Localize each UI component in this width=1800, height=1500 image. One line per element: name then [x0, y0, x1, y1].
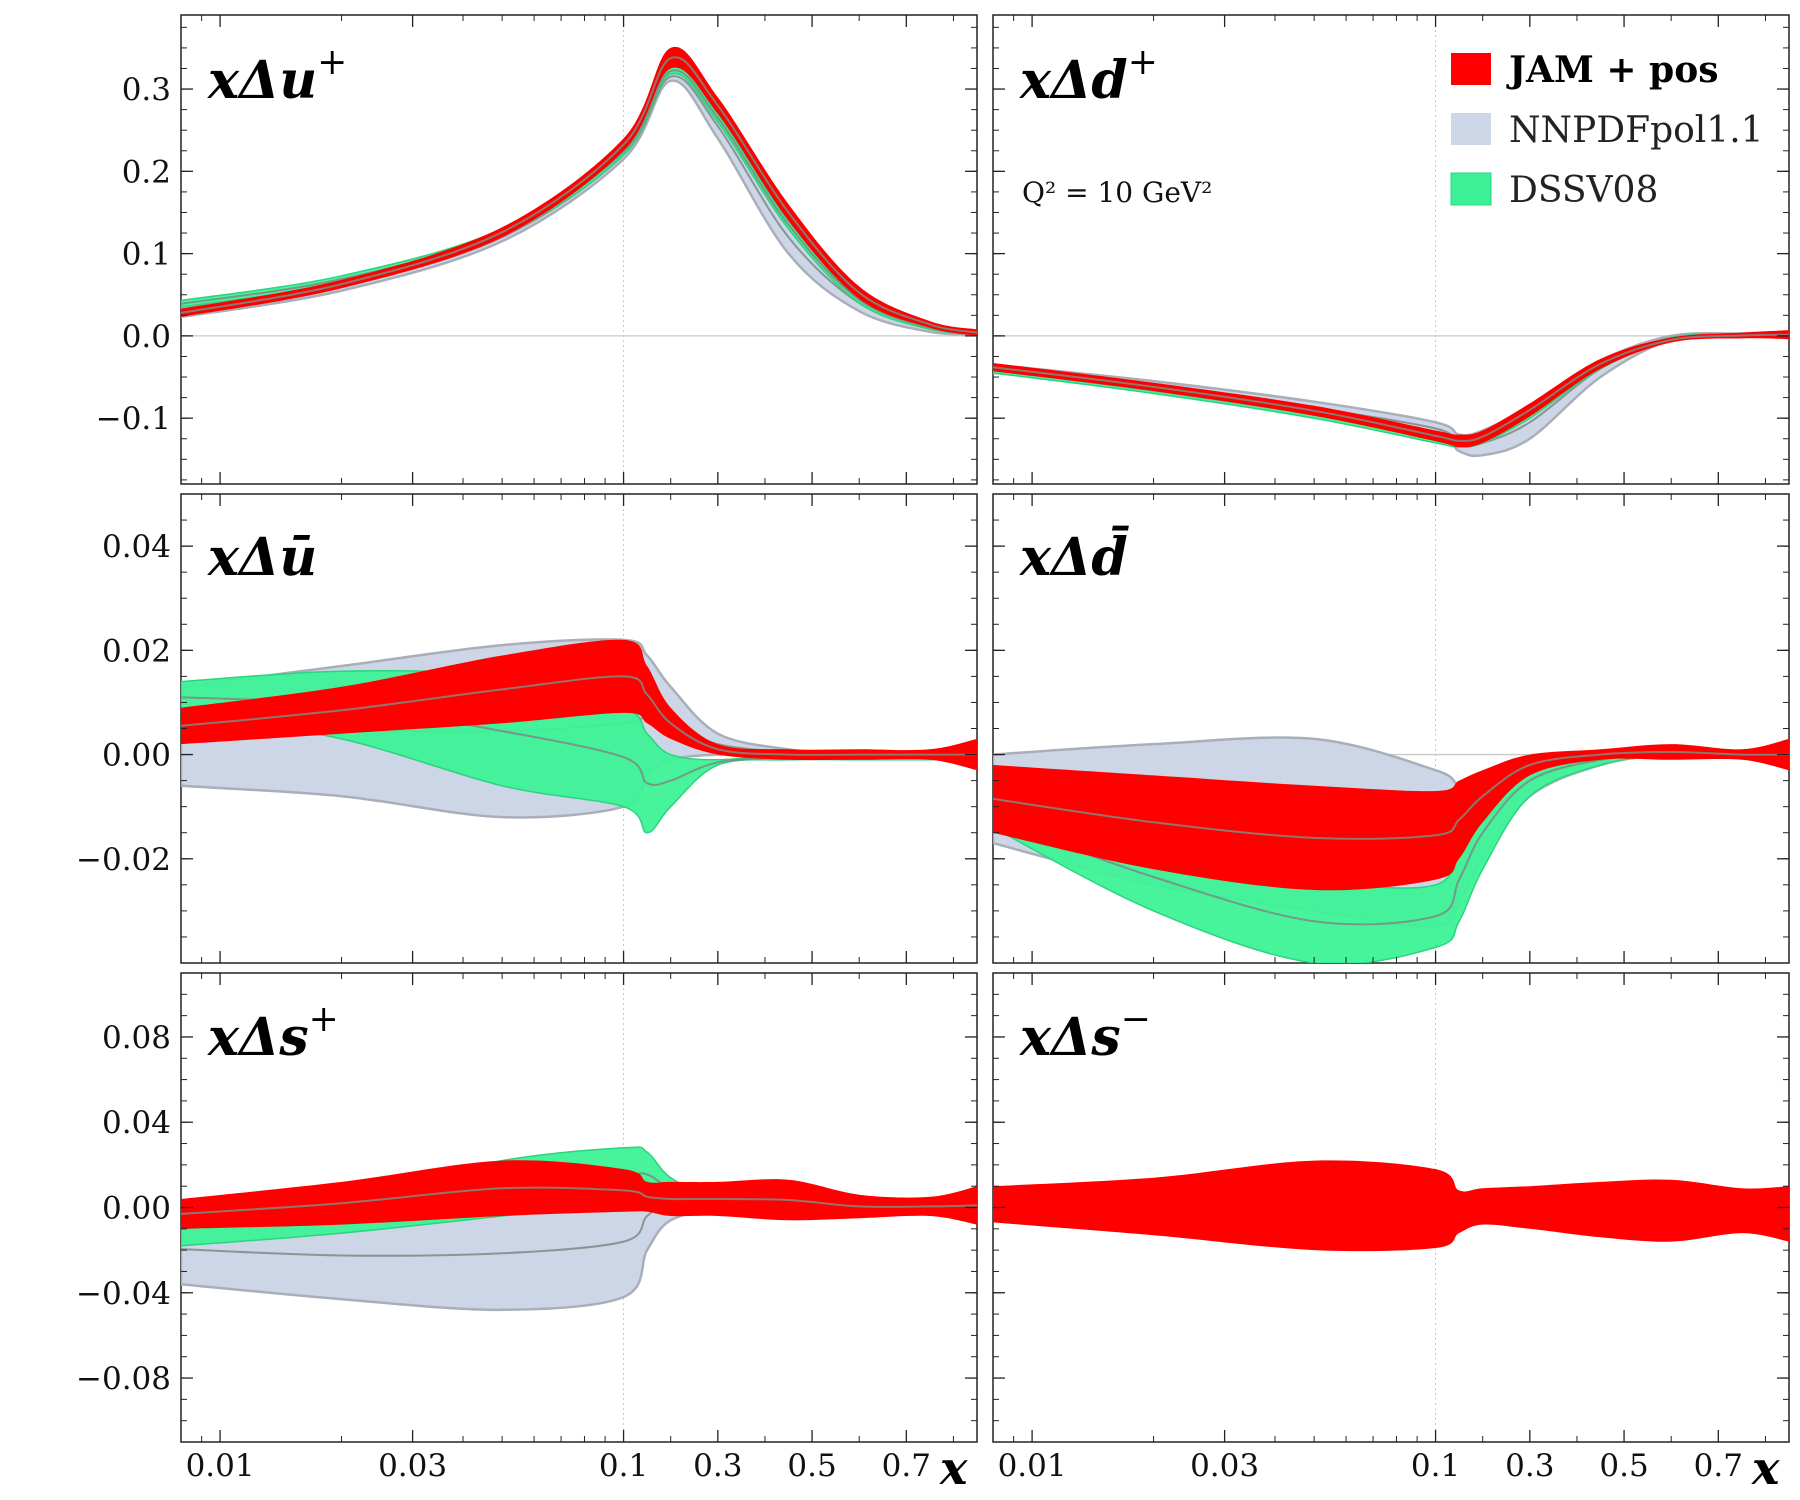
panel-frame — [992, 14, 1790, 485]
y-tick-label: 0.00 — [102, 738, 171, 774]
x-tick-label: 0.3 — [693, 1448, 742, 1484]
bands-layer — [181, 973, 977, 1442]
x-tick-label: 0.01 — [186, 1448, 255, 1484]
panel-title: xΔu+ — [207, 42, 347, 111]
legend: JAM + pos NNPDFpol1.1 DSSV08 — [1450, 49, 1764, 211]
panel-ds-minus: xΔs− — [992, 972, 1790, 1443]
legend-swatch-nnpdf — [1451, 113, 1491, 145]
panel-title: xΔd+ — [1019, 42, 1158, 111]
y-tick-label: −0.04 — [76, 1276, 171, 1312]
panel-title: xΔs+ — [207, 999, 339, 1068]
y-tick-label: 0.08 — [102, 1020, 171, 1056]
bands-layer — [993, 494, 1789, 963]
y-tick-label: 0.3 — [122, 72, 171, 108]
central-curve-jam-pos — [181, 56, 977, 334]
x-tick-label: 0.5 — [787, 1448, 836, 1484]
x-tick-label: 0.5 — [1599, 1448, 1648, 1484]
panel-dubar: 0.04 0.02 0.00 −0.02 xΔū — [76, 493, 978, 964]
band-jam-pos — [181, 639, 977, 771]
y-tick-label: 0.02 — [102, 633, 171, 669]
central-curve-jam-pos — [993, 333, 1789, 442]
x-tick-label: 0.1 — [599, 1448, 648, 1484]
x-tick-label: 0.03 — [378, 1448, 447, 1484]
x-tick-label: 0.3 — [1505, 1448, 1554, 1484]
ticks-layer — [993, 493, 1789, 963]
legend-swatch-jam — [1451, 53, 1491, 85]
panel-title: xΔū — [207, 527, 317, 588]
x-axis-title-left: x — [939, 1441, 968, 1495]
legend-swatch-dssv — [1450, 172, 1492, 206]
bands-layer — [993, 15, 1789, 484]
x-tick-label: 0.7 — [882, 1448, 931, 1484]
ticks-layer — [993, 15, 1789, 484]
x-axis-labels: 0.01 0.03 0.1 0.3 0.5 0.7 0.01 0.03 0.1 0.3 0.5 0.7 — [186, 1448, 1743, 1484]
ticks-layer — [993, 972, 1789, 1443]
legend-label-nnpdf: NNPDFpol1.1 — [1509, 110, 1764, 151]
panel-du-plus: 0.3 0.2 0.1 0.0 −0.1 xΔu+ — [96, 14, 978, 485]
x-tick-label: 0.03 — [1190, 1448, 1259, 1484]
central-curve-jam-pos — [181, 1186, 977, 1215]
bands-layer — [993, 973, 1789, 1442]
x-tick-label: 0.1 — [1411, 1448, 1460, 1484]
y-tick-label: −0.08 — [76, 1361, 171, 1397]
ticks-layer: 0.04 0.02 0.00 −0.02 — [76, 493, 977, 963]
band-jam-pos — [993, 1160, 1789, 1252]
ticks-layer: 0.08 0.04 0.00 −0.04 −0.08 — [76, 972, 977, 1443]
bands-layer — [181, 15, 977, 484]
panel-title: xΔs− — [1019, 999, 1151, 1068]
y-tick-label: −0.02 — [76, 842, 171, 878]
panel-ddbar: xΔd̄ — [992, 493, 1790, 964]
panel-ds-plus: 0.08 0.04 0.00 −0.04 −0.08 xΔs+ — [76, 972, 978, 1443]
bands-layer — [181, 494, 977, 963]
y-tick-label: 0.0 — [122, 319, 171, 355]
y-tick-label: −0.1 — [96, 401, 171, 437]
y-tick-label: 0.04 — [102, 529, 171, 565]
legend-label-dssv: DSSV08 — [1509, 170, 1658, 211]
y-tick-label: 0.00 — [102, 1191, 171, 1227]
x-tick-label: 0.01 — [998, 1448, 1067, 1484]
central-curve-jam-pos — [181, 675, 977, 756]
panel-title: xΔd̄ — [1019, 526, 1130, 588]
q2-annotation: Q² = 10 GeV² — [1022, 176, 1212, 209]
central-curve-jam-pos — [993, 750, 1789, 840]
x-tick-label: 0.7 — [1694, 1448, 1743, 1484]
panel-frame — [180, 14, 978, 485]
band-nnpdfpol1-1 — [993, 330, 1789, 458]
x-axis-title-right: x — [1751, 1441, 1780, 1495]
ticks-layer: 0.3 0.2 0.1 0.0 −0.1 — [96, 15, 977, 484]
band-jam-pos — [993, 738, 1789, 891]
y-tick-label: 0.04 — [102, 1105, 171, 1141]
legend-label-jam: JAM + pos — [1506, 49, 1719, 91]
band-jam-pos — [181, 1160, 977, 1229]
y-tick-label: 0.2 — [122, 154, 171, 190]
y-tick-label: 0.1 — [122, 237, 171, 273]
band-jam-pos — [993, 330, 1789, 448]
panel-dd-plus: xΔd+ Q² = 10 GeV² — [992, 14, 1790, 485]
